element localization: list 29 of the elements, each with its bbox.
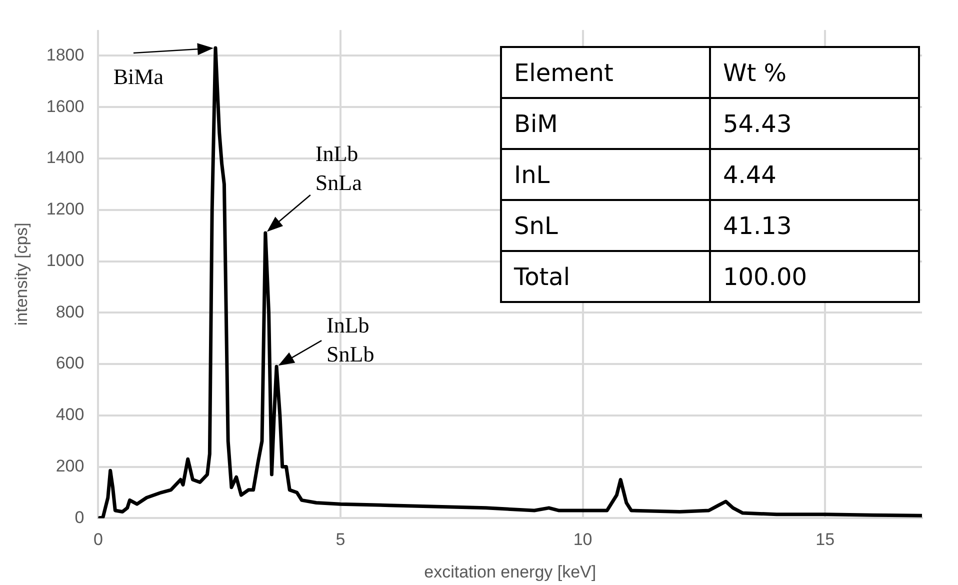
y-tick-label: 1600	[46, 96, 84, 116]
y-tick-label: 800	[56, 302, 84, 322]
x-axis-title: excitation energy [keV]	[424, 562, 596, 582]
x-tick-label: 0	[93, 530, 103, 550]
y-tick-label: 1800	[46, 45, 84, 64]
annotation: InLb SnLb	[326, 312, 374, 366]
y-tick-label: 200	[56, 456, 84, 476]
annotation: 100.00	[710, 251, 919, 302]
annotation: SnL	[501, 200, 710, 251]
annotation: InL	[501, 149, 710, 200]
y-tick-label: 1200	[46, 200, 84, 219]
annotation: 54.43	[710, 98, 919, 149]
x-tick-label: 5	[336, 530, 346, 550]
x-tick-label: 10	[573, 530, 592, 550]
y-tick-label: 400	[56, 405, 84, 424]
y-tick-label: 1000	[46, 250, 84, 270]
y-axis-title: intensity [cps]	[12, 222, 31, 326]
y-tick-label: 1400	[46, 148, 84, 168]
annotation: BiM	[501, 98, 710, 149]
annotation: InLb SnLa	[315, 140, 362, 195]
annotation: 41.13	[710, 200, 919, 251]
annotation: Total	[501, 251, 710, 302]
annotation: Wt %	[710, 47, 919, 98]
annotation: BiMa	[113, 64, 164, 89]
x-tick-label: 15	[816, 530, 835, 550]
y-tick-label: 600	[56, 354, 84, 373]
annotation: 4.44	[710, 149, 919, 200]
y-tick-label: 0	[74, 508, 84, 527]
annotation: Element	[501, 47, 710, 98]
